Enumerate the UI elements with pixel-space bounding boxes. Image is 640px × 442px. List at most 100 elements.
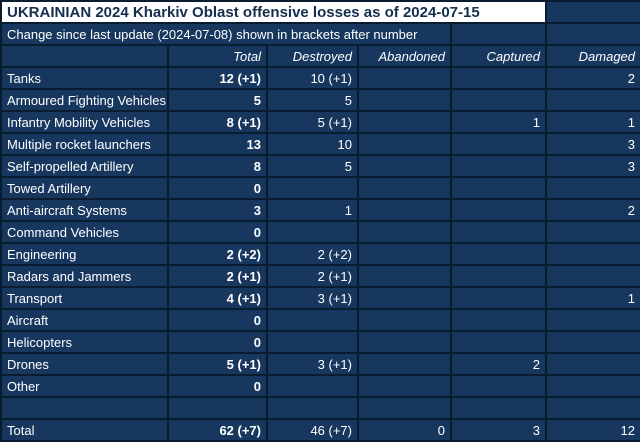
cell-total: 0 [167,308,268,332]
table-row: Engineering 2 (+2) 2 (+2) [0,242,640,266]
table-row: Radars and Jammers 2 (+1) 2 (+1) [0,264,640,288]
row-label: Radars and Jammers [0,264,169,288]
cell-destroyed [266,308,359,332]
cell-destroyed [266,220,359,244]
title-row: UKRAINIAN 2024 Kharkiv Oblast offensive … [0,0,640,24]
cell-captured: 1 [449,110,548,134]
table-row: Other 0 [0,374,640,398]
cell-total: 2 (+1) [167,264,268,288]
row-label: Aircraft [0,308,169,332]
row-label: Total [0,418,169,442]
row-label: Helicopters [0,330,169,354]
cell-damaged: 2 [545,66,640,90]
row-label: Command Vehicles [0,220,169,244]
row-label: Infantry Mobility Vehicles [0,110,169,134]
cell-total: 0 [167,330,268,354]
cell-total: 5 (+1) [167,352,268,376]
cell-total: 2 (+2) [167,242,268,266]
cell-captured [449,88,548,112]
cell-total: 12 (+1) [167,66,268,90]
cell-total [167,396,268,420]
table-row: Armoured Fighting Vehicles 5 5 [0,88,640,112]
column-header-damaged: Damaged [545,44,640,68]
column-header-captured: Captured [449,44,548,68]
cell-total: 62 (+7) [167,418,268,442]
cell-destroyed: 2 (+2) [266,242,359,266]
cell-damaged: 12 [545,418,640,442]
row-label: Transport [0,286,169,310]
cell-total: 4 (+1) [167,286,268,310]
cell-abandoned [357,88,452,112]
cell-abandoned [357,154,452,178]
table-row: Towed Artillery 0 [0,176,640,200]
cell-damaged [545,176,640,200]
column-header-abandoned: Abandoned [357,44,452,68]
table-subtitle: Change since last update (2024-07-08) sh… [0,22,452,46]
cell-damaged [545,374,640,398]
column-header-row: Total Destroyed Abandoned Captured Damag… [0,44,640,68]
cell-destroyed [266,176,359,200]
table-row: Transport 4 (+1) 3 (+1) 1 [0,286,640,310]
table-row: Multiple rocket launchers 13 10 3 [0,132,640,156]
cell-total: 0 [167,176,268,200]
cell-captured: 2 [449,352,548,376]
column-header-category [0,44,169,68]
cell-total: 5 [167,88,268,112]
table-row: Tanks 12 (+1) 10 (+1) 2 [0,66,640,90]
cell-total: 13 [167,132,268,156]
cell-destroyed: 3 (+1) [266,286,359,310]
cell-abandoned: 0 [357,418,452,442]
cell-damaged [545,396,640,420]
column-header-total: Total [167,44,268,68]
table-row: Helicopters 0 [0,330,640,354]
cell-captured [449,176,548,200]
row-label: Multiple rocket launchers [0,132,169,156]
row-label: Anti-aircraft Systems [0,198,169,222]
row-label: Towed Artillery [0,176,169,200]
table-row: Infantry Mobility Vehicles 8 (+1) 5 (+1) 1 1 [0,110,640,134]
cell-captured [449,330,548,354]
cell-captured [449,220,548,244]
cell-captured [449,374,548,398]
cell-captured [449,66,548,90]
cell-damaged [545,220,640,244]
cell-abandoned [357,66,452,90]
cell-total: 0 [167,374,268,398]
row-label [0,396,169,420]
table-title: UKRAINIAN 2024 Kharkiv Oblast offensive … [0,0,548,24]
cell-captured [449,154,548,178]
row-label: Engineering [0,242,169,266]
title-row-spacer-cell [545,0,640,24]
row-label: Tanks [0,66,169,90]
cell-total: 0 [167,220,268,244]
cell-captured [449,286,548,310]
cell-abandoned [357,176,452,200]
cell-destroyed [266,330,359,354]
cell-captured [449,308,548,332]
cell-abandoned [357,352,452,376]
cell-abandoned [357,286,452,310]
cell-abandoned [357,110,452,134]
table-row: Command Vehicles 0 [0,220,640,244]
row-label: Self-propelled Artillery [0,154,169,178]
cell-captured: 3 [449,418,548,442]
cell-destroyed: 3 (+1) [266,352,359,376]
total-row: Total 62 (+7) 46 (+7) 0 3 12 [0,418,640,442]
cell-destroyed: 5 [266,154,359,178]
cell-abandoned [357,330,452,354]
cell-destroyed: 1 [266,198,359,222]
cell-captured [449,396,548,420]
cell-abandoned [357,374,452,398]
cell-damaged [545,242,640,266]
row-label: Other [0,374,169,398]
cell-abandoned [357,308,452,332]
cell-captured [449,264,548,288]
cell-abandoned [357,264,452,288]
subtitle-row-spacer-cell [545,22,640,46]
cell-destroyed: 46 (+7) [266,418,359,442]
row-label: Drones [0,352,169,376]
column-header-destroyed: Destroyed [266,44,359,68]
cell-destroyed: 10 (+1) [266,66,359,90]
table-row: Aircraft 0 [0,308,640,332]
cell-captured [449,132,548,156]
